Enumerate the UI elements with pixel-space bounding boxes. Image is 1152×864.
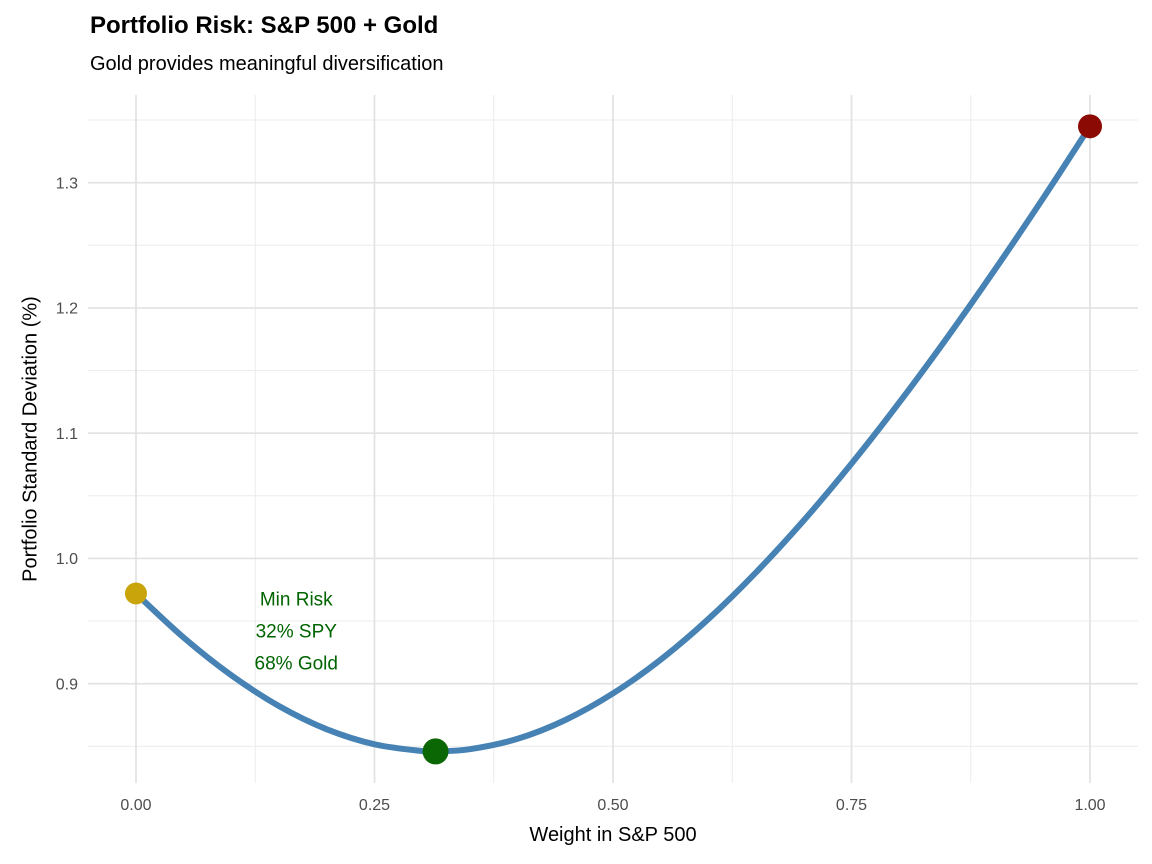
chart-title: Portfolio Risk: S&P 500 + Gold [90,12,439,39]
min-risk-annotation-line: Min Risk [260,590,333,611]
y-tick-label: 0.9 [56,676,78,693]
x-axis-title: Weight in S&P 500 [529,824,697,846]
x-tick-label: 0.00 [120,797,151,814]
min-risk-annotation-line: 68% Gold [255,654,338,675]
min-risk-point [422,738,449,765]
x-tick-label: 0.50 [597,797,628,814]
chart-subtitle: Gold provides meaningful diversification [90,53,444,75]
y-tick-label: 1.1 [56,426,78,443]
x-tick-label: 1.00 [1074,797,1105,814]
y-tick-label: 1.3 [56,175,78,192]
x-tick-label: 0.25 [359,797,390,814]
y-tick-label: 1.0 [56,551,78,568]
spy-100-point [1078,114,1103,139]
x-tick-label: 0.75 [836,797,867,814]
y-tick-label: 1.2 [56,301,78,318]
gold-100-point [124,582,147,605]
portfolio-risk-frontier-curve [133,123,1093,755]
min-risk-annotation-line: 32% SPY [256,622,338,643]
